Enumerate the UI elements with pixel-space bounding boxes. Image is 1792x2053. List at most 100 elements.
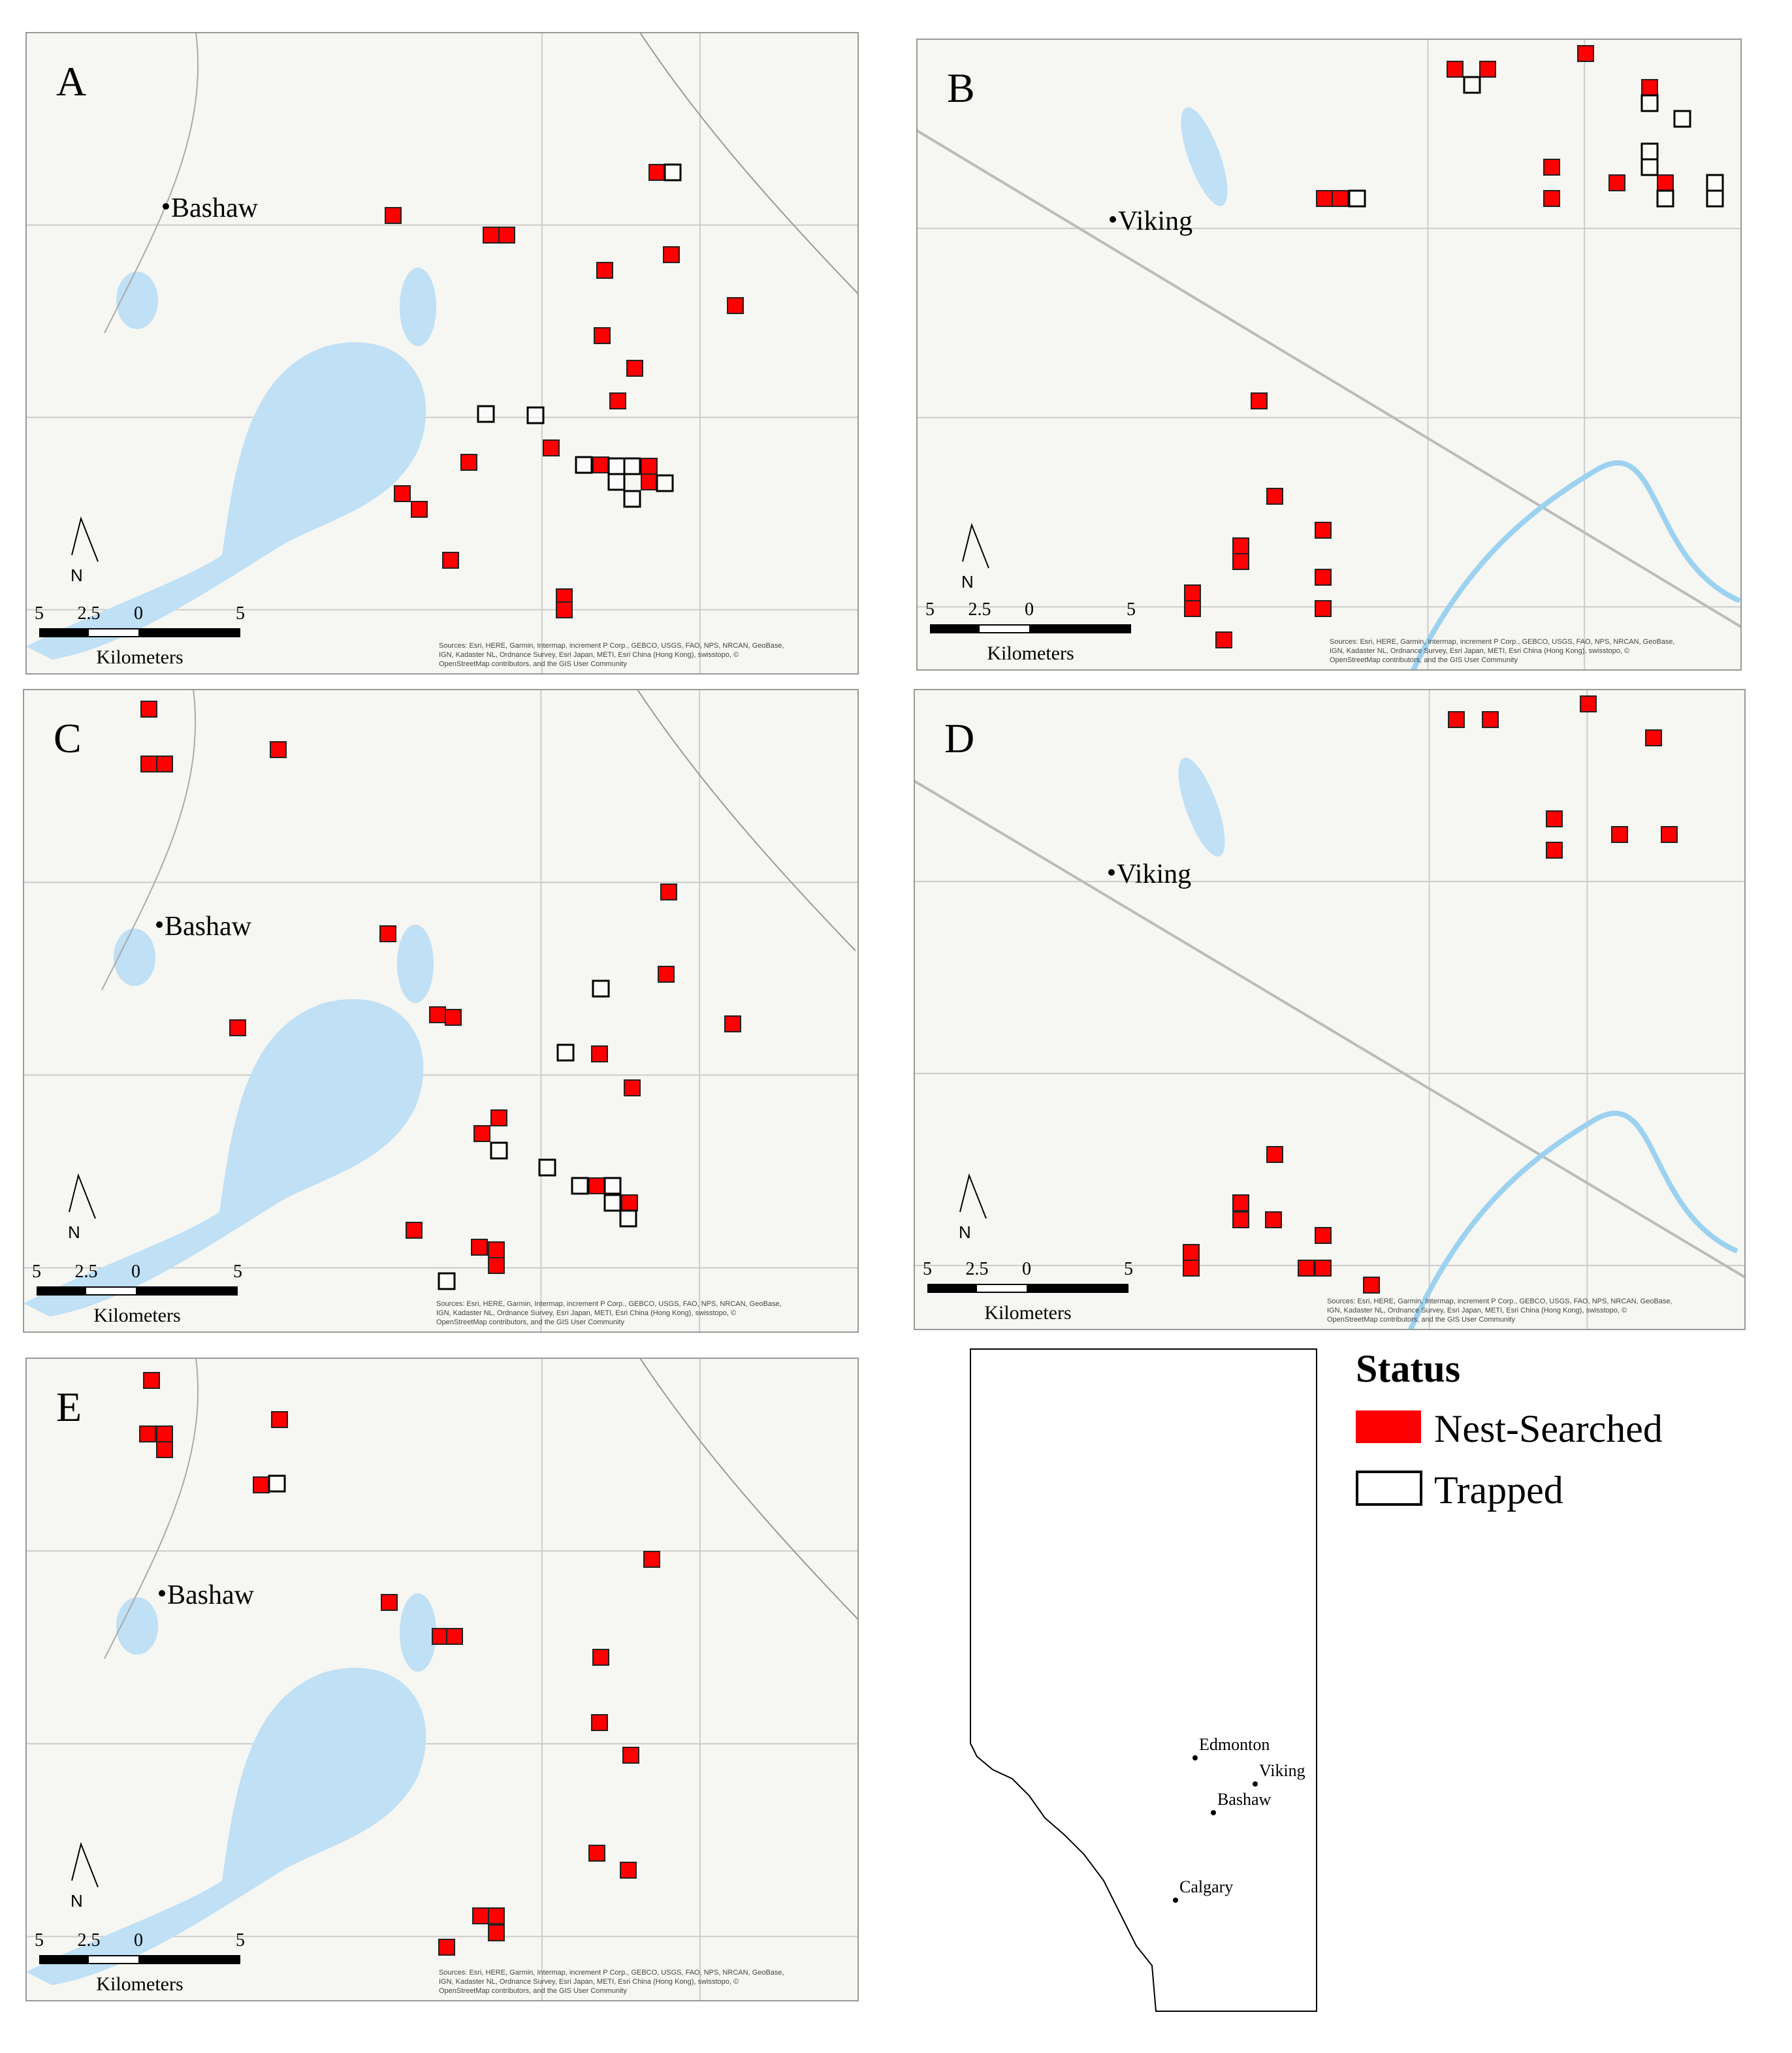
north-label: N — [959, 1222, 971, 1242]
lake — [26, 342, 426, 660]
site-trapped — [607, 473, 626, 491]
lake — [1181, 107, 1228, 206]
site-nest-searched — [1232, 537, 1249, 554]
rail — [637, 690, 856, 951]
city-label: Viking — [1259, 1761, 1305, 1780]
lake — [116, 272, 158, 329]
city-label: Bashaw — [1217, 1790, 1272, 1809]
lake — [26, 1668, 426, 1985]
attribution: OpenStreetMap contributors, and the GIS … — [439, 1987, 627, 1995]
scale-units: Kilometers — [987, 643, 1074, 664]
site-nest-searched — [1479, 61, 1496, 78]
north-arrow — [71, 1841, 99, 1888]
site-nest-searched — [1183, 1244, 1200, 1261]
map-panel — [26, 33, 858, 674]
panel-border — [23, 689, 859, 1333]
site-nest-searched — [446, 1628, 463, 1645]
attribution: IGN, Kadaster NL, Ordnance Survey, Esri … — [1330, 647, 1629, 655]
site-trapped — [607, 457, 626, 475]
site-nest-searched — [156, 756, 173, 772]
site-nest-searched — [271, 1411, 288, 1428]
lake — [114, 929, 155, 986]
site-trapped — [656, 474, 674, 492]
scale-units: Kilometers — [984, 1302, 1071, 1324]
scale-label: 5 — [32, 1262, 41, 1282]
scale-label: 2.5 — [75, 1262, 98, 1282]
north-arrow — [959, 1173, 987, 1219]
site-nest-searched — [588, 1845, 605, 1862]
alberta-outline — [970, 1348, 1317, 2012]
site-nest-searched — [1315, 600, 1332, 617]
lake — [24, 999, 424, 1316]
lake — [400, 268, 436, 346]
attribution: Sources: Esri, HERE, Garmin, Intermap, i… — [1327, 1297, 1672, 1305]
site-nest-searched — [1332, 190, 1349, 207]
site-trapped — [1706, 189, 1724, 208]
site-nest-searched — [432, 1628, 449, 1645]
scale-label: 5 — [1124, 1259, 1133, 1279]
site-nest-searched — [1315, 569, 1332, 586]
rail — [639, 33, 858, 294]
site-nest-searched — [1482, 711, 1499, 728]
attribution: IGN, Kadaster NL, Ordnance Survey, Esri … — [436, 1309, 736, 1317]
north-arrow — [962, 522, 989, 569]
site-nest-searched — [592, 456, 609, 473]
site-nest-searched — [591, 1714, 608, 1731]
site-nest-searched — [1315, 522, 1332, 539]
scale-units: Kilometers — [93, 1305, 180, 1326]
site-trapped — [556, 1043, 575, 1062]
scale-label: 5 — [236, 1930, 245, 1950]
city-dot — [1211, 1810, 1216, 1815]
site-nest-searched — [1184, 600, 1201, 617]
site-nest-searched — [1183, 1260, 1200, 1277]
panel-label: A — [56, 58, 86, 104]
attribution: IGN, Kadaster NL, Ordnance Survey, Esri … — [439, 1978, 739, 1986]
site-nest-searched — [1232, 553, 1249, 570]
town-label: Viking — [1117, 859, 1191, 889]
attribution: OpenStreetMap contributors, and the GIS … — [1327, 1316, 1515, 1324]
site-trapped — [623, 457, 641, 475]
attribution: Sources: Esri, HERE, Garmin, Intermap, i… — [1330, 638, 1675, 646]
town-dot — [159, 1590, 165, 1597]
site-trapped — [1656, 189, 1674, 208]
site-trapped — [1463, 76, 1481, 94]
site-nest-searched — [253, 1476, 270, 1493]
site-nest-searched — [379, 925, 396, 942]
town-dot — [163, 203, 169, 210]
site-nest-searched — [156, 1425, 173, 1442]
scale-bar-gap — [89, 629, 138, 636]
site-nest-searched — [609, 392, 626, 409]
site-nest-searched — [498, 227, 515, 244]
site-nest-searched — [381, 1594, 398, 1611]
panel-border — [916, 39, 1742, 671]
scale-units: Kilometers — [96, 1973, 183, 1995]
site-trapped — [490, 1141, 508, 1160]
site-nest-searched — [1251, 392, 1268, 409]
site-nest-searched — [488, 1241, 505, 1258]
scale-bar — [930, 624, 1131, 633]
scale-label: 2.5 — [78, 1930, 101, 1950]
highway — [914, 780, 1745, 1279]
scale-units: Kilometers — [96, 646, 183, 668]
map-background — [26, 1358, 858, 2001]
scale-label: 5 — [35, 603, 44, 624]
scale-label: 2.5 — [968, 599, 991, 620]
scale-bar — [39, 628, 240, 637]
north-arrow — [69, 1173, 96, 1219]
scale-bar-gap — [980, 626, 1029, 632]
scale-label: 5 — [35, 1930, 44, 1950]
site-nest-searched — [1448, 711, 1465, 728]
site-trapped — [619, 1209, 637, 1228]
scale-label: 5 — [925, 599, 935, 620]
north-label: N — [71, 1891, 83, 1911]
site-trapped — [571, 1177, 589, 1195]
site-nest-searched — [724, 1015, 741, 1032]
site-trapped — [592, 979, 610, 998]
site-nest-searched — [1315, 1227, 1332, 1244]
scale-label: 5 — [236, 603, 245, 624]
site-trapped — [438, 1272, 456, 1290]
site-nest-searched — [270, 741, 287, 758]
town-label: Viking — [1118, 206, 1192, 236]
attribution: OpenStreetMap contributors, and the GIS … — [1330, 656, 1518, 664]
panel-border — [25, 1358, 859, 2001]
